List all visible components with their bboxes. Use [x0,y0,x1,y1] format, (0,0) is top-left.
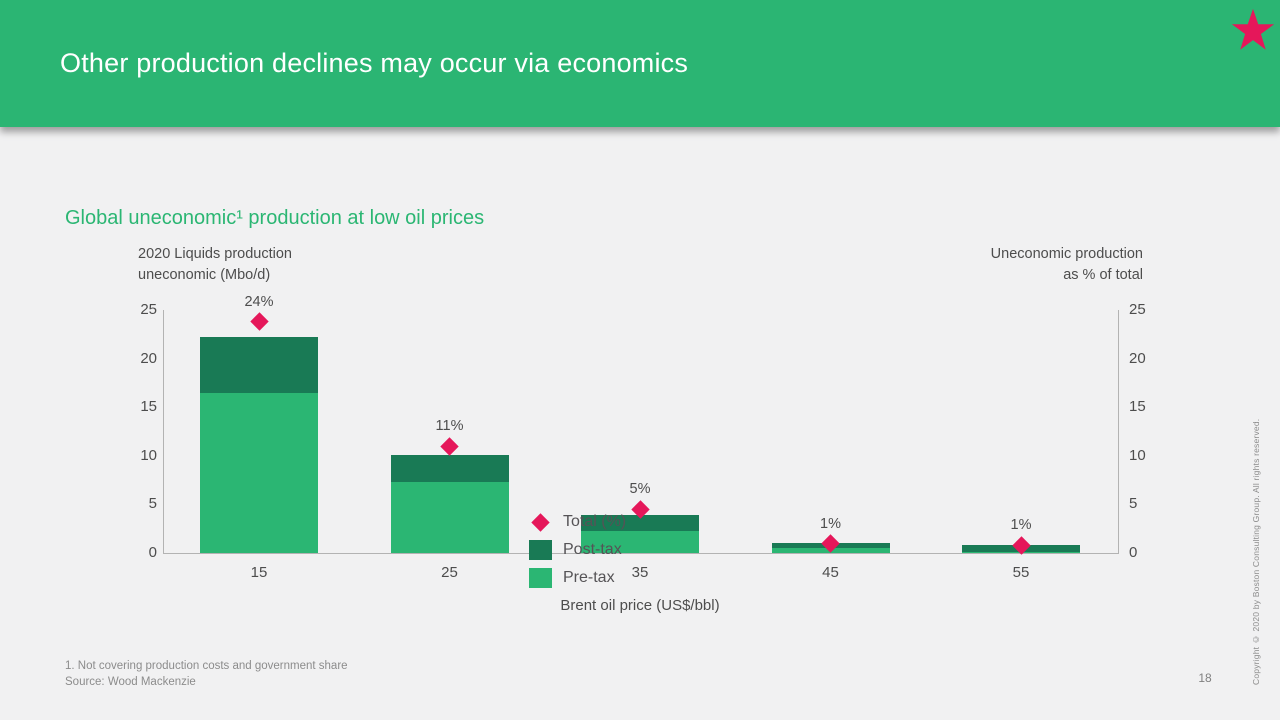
y-tick-label-right: 10 [1129,446,1146,464]
y-tick-label-left: 0 [148,544,157,561]
y-tick-label-left: 20 [140,349,157,367]
legend-label-pre-tax: Pre-tax [563,569,615,586]
x-axis-title: Brent oil price (US$/bbl) [560,597,720,614]
left-axis-title-line2: uneconomic (Mbo/d) [138,267,271,283]
copyright-vertical-text: Copyright © 2020 by Boston Consulting Gr… [1251,418,1261,685]
bar-segment-pre-tax [390,482,509,553]
total-pct-label: 24% [244,293,274,310]
x-tick-label: 15 [250,564,268,581]
legend-label-total: Total (%) [563,513,627,530]
total-diamond-icon [531,512,550,532]
y-tick-label-left: 25 [140,301,157,318]
total-pct-label: 1% [1010,517,1032,534]
legend-item-pre-tax: Pre-tax [529,564,626,592]
y-tick-label-right: 15 [1129,398,1146,416]
x-tick-label: 25 [441,564,458,581]
slide-title: Other production declines may occur via … [60,48,689,78]
chart-legend: Total (%) Post-tax Pre-tax [529,508,626,592]
total-pct-marker [249,312,269,331]
footnote-block: 1. Not covering production costs and gov… [65,658,348,690]
legend-item-post-tax: Post-tax [529,536,626,564]
bcg-star-icon [1231,8,1275,50]
left-axis-line [163,310,164,553]
right-axis-title: Uneconomic production as % of total [893,244,1143,286]
x-axis-line [163,553,1119,554]
legend-label-post-tax: Post-tax [563,541,622,558]
y-tick-label-left: 15 [140,398,157,416]
total-pct-label: 5% [629,481,651,498]
right-axis-line [1118,310,1119,553]
bar-segment-post-tax [390,454,509,483]
legend-item-total: Total (%) [529,508,626,536]
y-tick-label-right: 20 [1129,349,1146,367]
source-line: Source: Wood Mackenzie [65,676,196,688]
y-tick-label-left: 5 [148,495,157,513]
bar-segment-post-tax [200,337,318,393]
bar-segment-pre-tax [581,530,699,553]
post-tax-swatch-icon [529,540,552,560]
y-tick-label-right: 5 [1129,495,1138,513]
right-axis-title-line2: as % of total [1063,267,1143,283]
bar-segment-pre-tax [200,392,318,553]
total-pct-label: 1% [820,515,841,532]
x-tick-label: 45 [822,564,839,581]
total-pct-label: 11% [435,418,464,435]
x-tick-label: 55 [1012,564,1030,581]
right-axis-title-line1: Uneconomic production [990,246,1143,262]
bar-segment-post-tax [581,515,699,531]
y-tick-label-left: 10 [140,446,157,464]
header-band: Other production declines may occur via … [0,0,1280,127]
left-axis-title-line1: 2020 Liquids production [138,246,292,262]
pre-tax-swatch-icon [529,568,552,588]
page-number: 18 [1198,671,1212,685]
total-pct-marker [440,436,459,456]
y-tick-label-right: 25 [1129,301,1146,318]
y-tick-label-right: 0 [1129,544,1138,561]
chart-title: Global uneconomic¹ production at low oil… [65,207,485,229]
left-axis-title: 2020 Liquids production uneconomic (Mbo/… [138,244,292,286]
x-tick-label: 35 [631,564,649,581]
footnote-line: 1. Not covering production costs and gov… [65,660,348,672]
